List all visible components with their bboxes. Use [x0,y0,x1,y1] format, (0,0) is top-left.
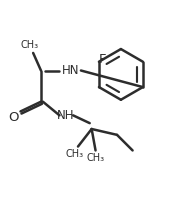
Text: F: F [99,53,107,66]
Text: NH: NH [57,109,74,122]
Text: CH₃: CH₃ [20,40,38,50]
Text: O: O [8,111,19,124]
Text: CH₃: CH₃ [87,153,105,163]
Text: HN: HN [61,64,79,77]
Text: CH₃: CH₃ [65,149,83,159]
